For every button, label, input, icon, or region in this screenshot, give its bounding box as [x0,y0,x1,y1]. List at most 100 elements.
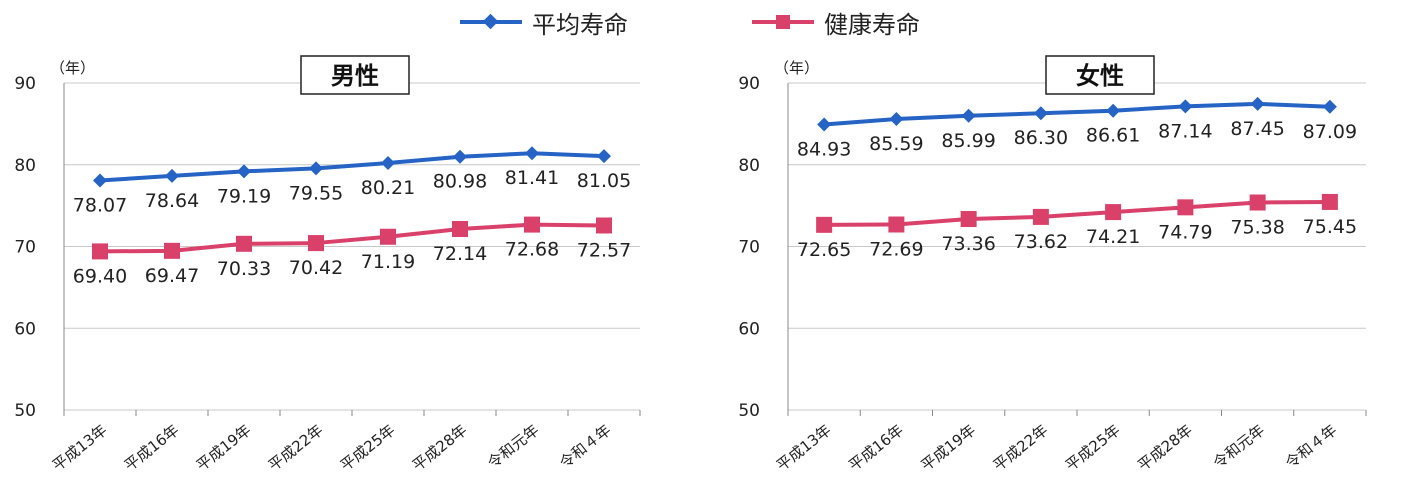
male-data-label-healthy-life: 72.68 [505,239,559,261]
female-data-label-average-life: 87.14 [1158,120,1212,142]
female-x-tick-label: 令和４年 [1282,421,1340,472]
male-series-line-average-life [99,151,605,183]
female-data-label-average-life: 85.99 [941,130,995,152]
male-point-healthy-life [236,235,252,252]
female-data-label-average-life: 84.93 [797,138,851,160]
legend-swatch-healthy-life [752,12,814,32]
male-point-healthy-life [524,216,540,233]
female-data-label-average-life: 87.09 [1303,121,1357,143]
male-x-tick-label: 令和元年 [484,421,542,472]
female-x-tick-label: 令和元年 [1210,421,1268,472]
male-data-label-healthy-life: 70.42 [289,257,343,279]
legend-item-healthy-life: 健康寿命 [752,4,920,40]
male-series-line-healthy-life [99,222,605,254]
male-x-tick-label: 平成22年 [265,421,327,475]
male-x-tick-label: 平成16年 [121,421,183,475]
female-point-healthy-life [960,211,977,228]
male-y-tick-label: 80 [14,156,36,176]
male-point-average-life [525,146,539,161]
female-point-average-life [961,108,976,123]
male-point-healthy-life [380,228,396,245]
male-x-tick-label: 平成25年 [337,421,399,475]
female-point-average-life [817,117,832,132]
male-x-tick-label: 平成19年 [193,421,255,475]
female-point-average-life [1178,99,1193,114]
male-data-label-healthy-life: 72.14 [433,243,487,265]
male-data-label-healthy-life: 71.19 [361,251,415,273]
female-data-label-healthy-life: 75.38 [1230,217,1284,239]
female-data-label-healthy-life: 72.69 [869,239,923,261]
female-x-tick-label: 平成19年 [917,421,979,475]
female-point-average-life [1250,96,1265,111]
female-series-line-healthy-life [824,199,1330,227]
female-point-healthy-life [1321,193,1338,210]
female-y-unit-label: （年） [774,59,819,77]
female-point-healthy-life [1105,204,1122,221]
male-data-label-average-life: 80.21 [361,177,415,199]
female-data-label-healthy-life: 75.45 [1303,216,1357,238]
male-point-healthy-life [596,217,612,234]
female-point-healthy-life [816,216,833,233]
female-x-tick-label: 平成22年 [990,421,1052,475]
female-point-average-life [1106,103,1121,118]
male-data-label-average-life: 79.55 [289,182,343,204]
male-y-unit-label: （年） [50,59,95,77]
male-data-label-healthy-life: 69.47 [145,265,199,287]
female-data-label-average-life: 85.59 [869,133,923,155]
male-point-average-life [597,149,611,164]
female-y-tick-label: 80 [738,156,760,176]
male-x-tick-label: 平成13年 [49,421,111,475]
female-data-label-healthy-life: 74.79 [1158,221,1212,243]
male-point-average-life [453,149,467,164]
female-data-label-average-life: 86.61 [1086,125,1140,147]
male-point-healthy-life [164,242,180,259]
male-y-tick-label: 70 [14,238,36,258]
legend-swatch-average-life [460,12,522,32]
female-y-tick-label: 60 [738,319,760,339]
female-y-tick-label: 90 [738,74,760,94]
male-data-label-average-life: 78.64 [145,190,199,212]
legend-label-average-life: 平均寿命 [532,10,628,39]
male-point-average-life [381,156,395,171]
male-data-label-average-life: 79.19 [217,185,271,207]
female-point-average-life [1322,99,1337,114]
female-x-tick-label: 平成28年 [1134,421,1196,475]
male-data-label-average-life: 81.41 [505,167,559,189]
male-point-average-life [165,168,179,183]
female-title-box [1045,55,1155,95]
female-data-label-average-life: 86.30 [1014,127,1068,149]
male-data-label-healthy-life: 69.40 [73,265,127,287]
female-data-label-healthy-life: 73.62 [1014,231,1068,253]
male-data-label-healthy-life: 70.33 [217,258,271,280]
female-data-label-average-life: 87.45 [1230,118,1284,140]
female-data-label-healthy-life: 74.21 [1086,226,1140,248]
male-point-average-life [237,164,251,179]
male-x-tick-label: 平成28年 [409,421,471,475]
male-data-label-healthy-life: 72.57 [577,239,631,261]
male-point-average-life [309,161,323,176]
male-data-label-average-life: 80.98 [433,171,487,193]
male-y-tick-label: 50 [14,401,36,421]
male-y-tick-label: 90 [14,74,36,94]
male-y-tick-label: 60 [14,319,36,339]
female-point-healthy-life [1249,194,1266,211]
male-point-healthy-life [308,235,324,252]
male-point-healthy-life [452,221,468,238]
female-x-tick-label: 平成16年 [845,421,907,475]
legend-label-healthy-life: 健康寿命 [824,10,920,39]
legend-item-average-life: 平均寿命 [460,4,628,40]
male-title-box [300,55,410,95]
male-point-healthy-life [92,243,108,260]
male-data-label-average-life: 81.05 [577,170,631,192]
female-series-line-average-life [823,101,1330,127]
female-panel-title: 女性 [1076,62,1124,90]
female-y-tick-label: 50 [738,401,760,421]
female-point-healthy-life [1177,199,1194,216]
female-point-healthy-life [888,216,905,233]
male-x-tick-label: 令和４年 [556,421,614,472]
female-x-tick-label: 平成13年 [773,421,835,475]
female-point-healthy-life [1032,208,1049,225]
male-data-label-average-life: 78.07 [73,195,127,217]
